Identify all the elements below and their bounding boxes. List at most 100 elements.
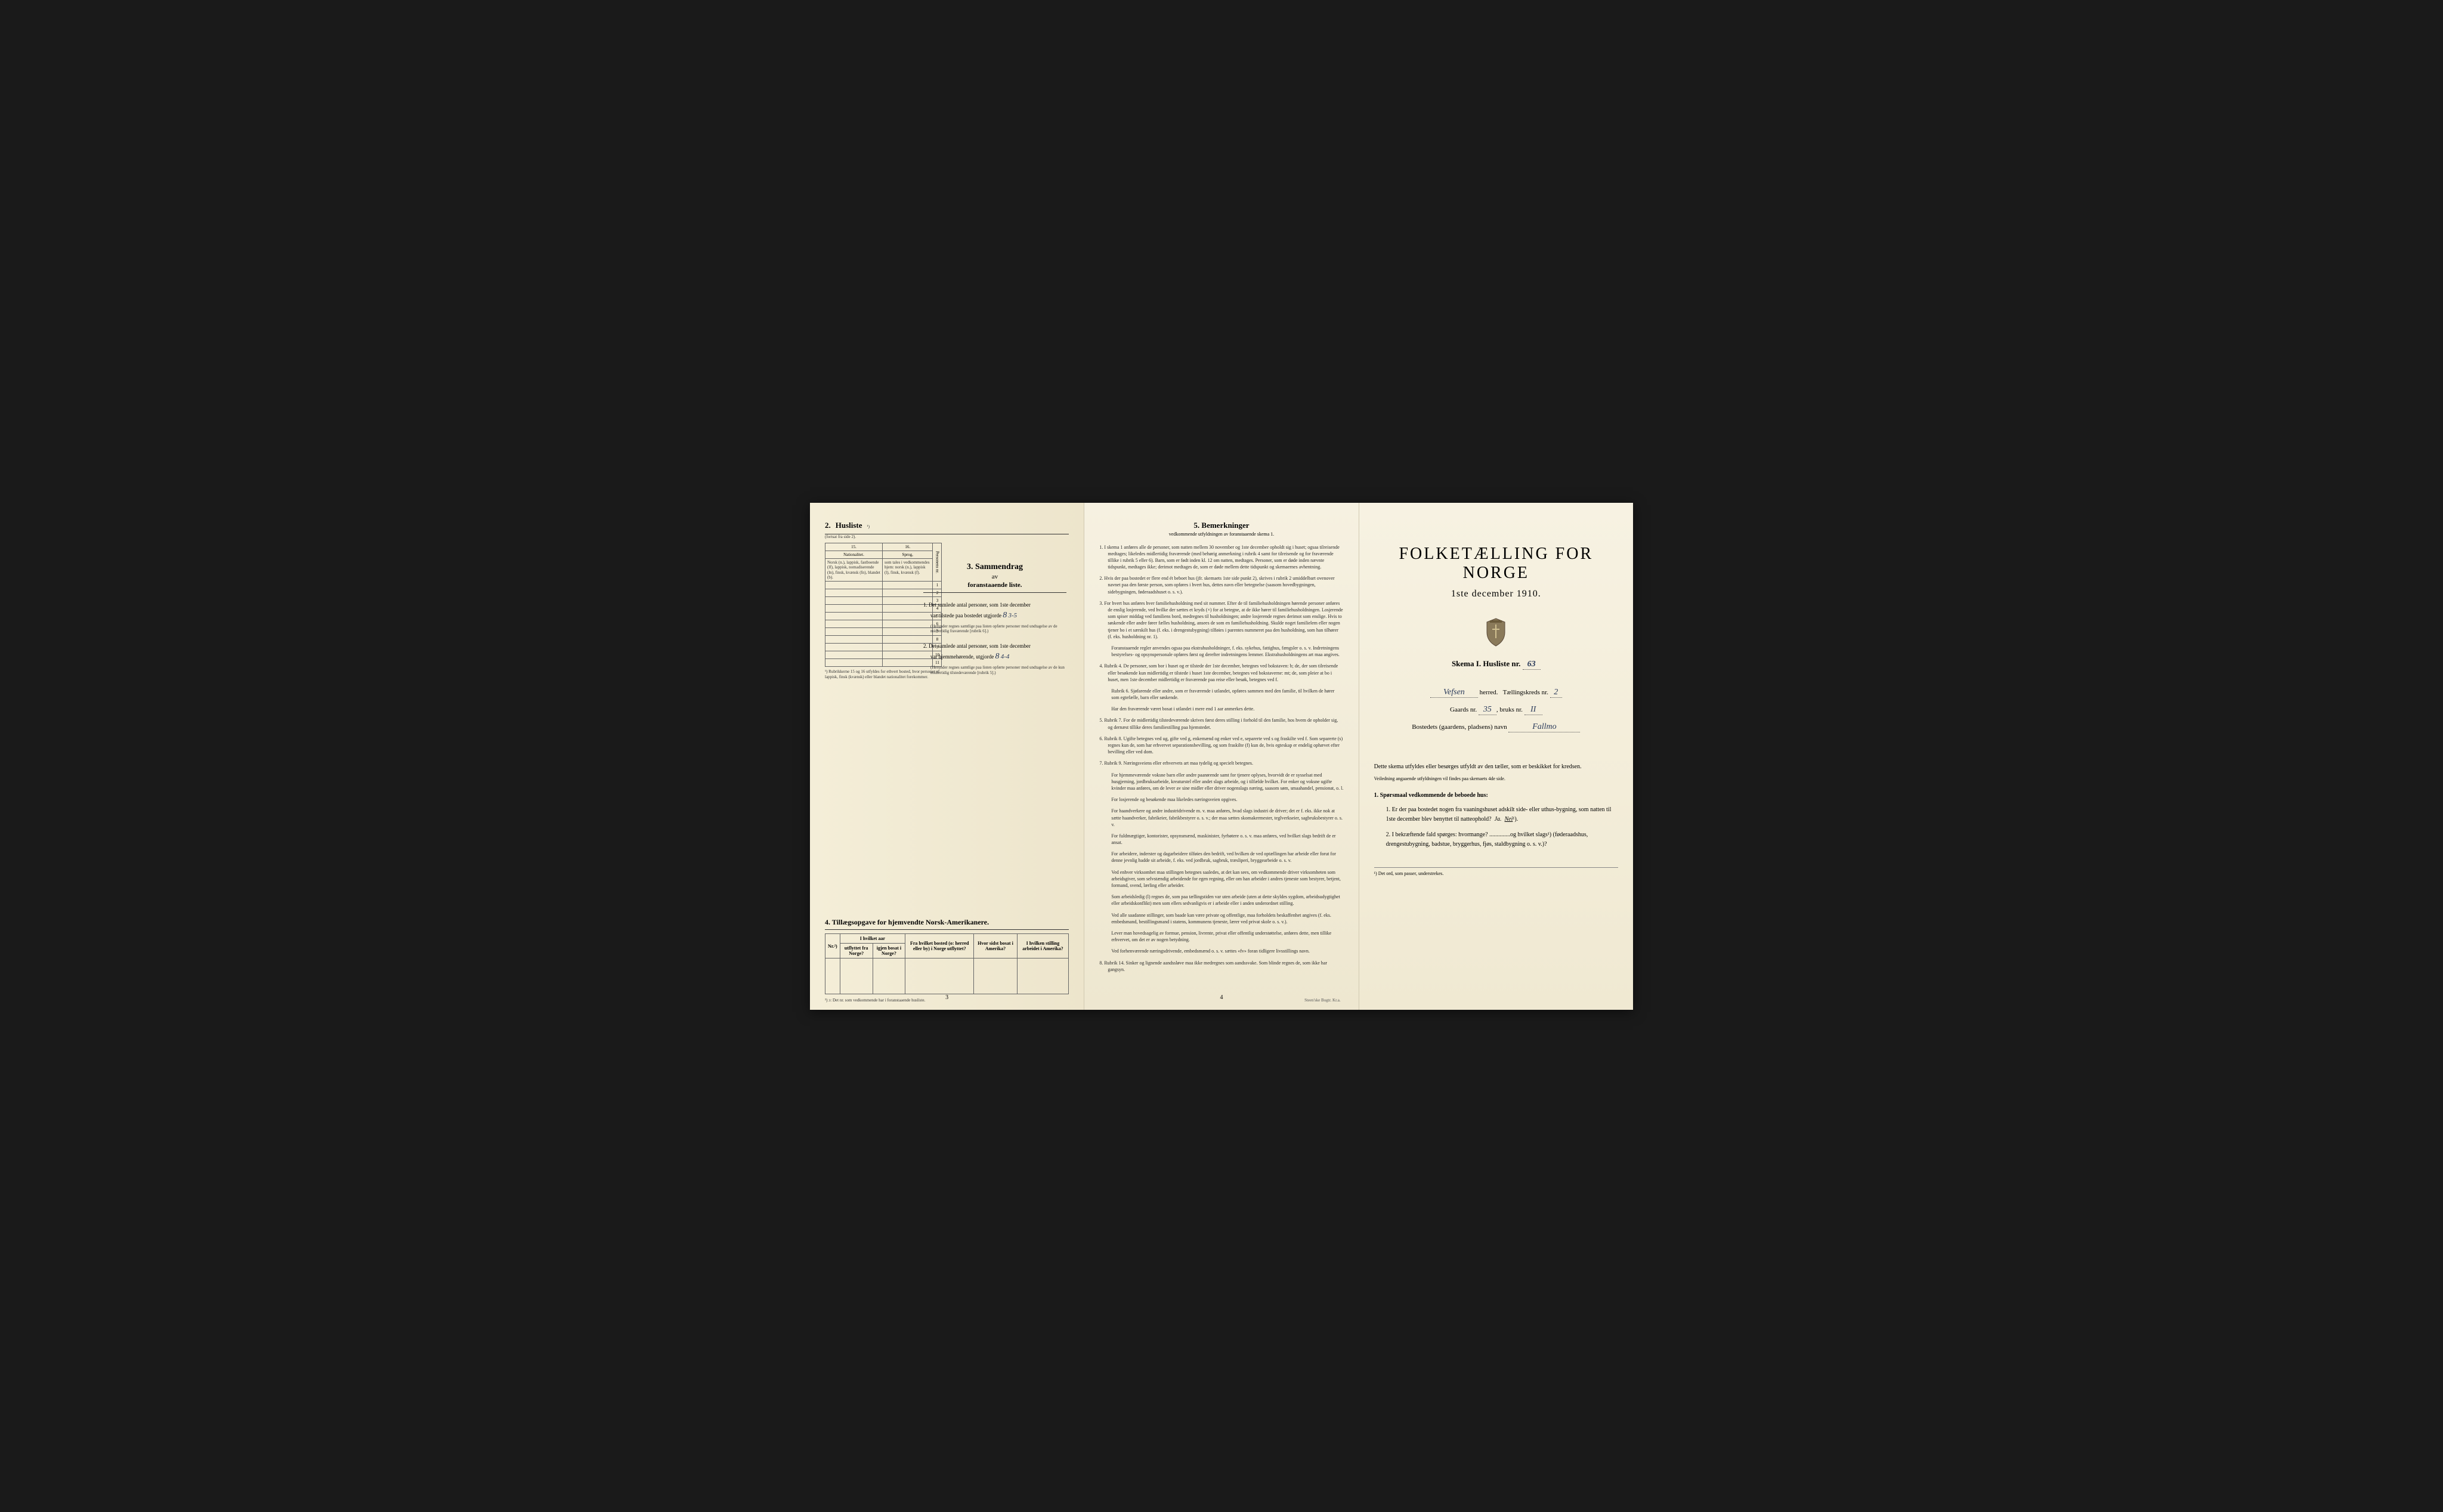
amerikanere-table: Nr.²) I hvilket aar Fra hvilket bosted (… bbox=[825, 933, 1069, 994]
bemerk-item: Rubrik 6. Sjøfarende eller andre, som er… bbox=[1099, 688, 1343, 701]
bemerk-item: Ved enhver virksomhet maa stillingen bet… bbox=[1099, 869, 1343, 889]
col15-num: 15. bbox=[825, 543, 883, 551]
t4-h5: I hvilken stilling arbeidet i Amerika? bbox=[1017, 934, 1069, 958]
page-3: FOLKETÆLLING FOR NORGE 1ste december 191… bbox=[1359, 503, 1633, 1010]
t4-h1: Nr.²) bbox=[825, 934, 840, 958]
bemerk-item: 1. I skema 1 anføres alle de personer, s… bbox=[1099, 544, 1343, 571]
question-list: 1. Er der paa bostedet nogen fra vaaning… bbox=[1374, 805, 1618, 849]
sammendrag-av: av bbox=[923, 573, 1066, 580]
skema-value: 63 bbox=[1523, 660, 1541, 670]
section-4-title: 4. Tillægsopgave for hjemvendte Norsk-Am… bbox=[825, 918, 1069, 930]
main-title: FOLKETÆLLING FOR NORGE bbox=[1374, 545, 1618, 583]
instruction-block: Dette skema utfyldes eller besørges utfy… bbox=[1374, 762, 1618, 879]
bemerk-title-text: Bemerkninger bbox=[1201, 521, 1249, 530]
bemerk-item: Har den fraværende været bosat i utlande… bbox=[1099, 706, 1343, 712]
bemerk-item: Som arbeidsledig (l) regnes de, som paa … bbox=[1099, 893, 1343, 907]
t4-h2a: I hvilket aar bbox=[840, 934, 905, 944]
sammendrag-section: 3. Sammendrag av foranstaaende liste. 1.… bbox=[923, 562, 1066, 676]
bemerk-item: 4. Rubrik 4. De personer, som bor i huse… bbox=[1099, 663, 1343, 683]
item2-num: 2. bbox=[923, 643, 927, 649]
item1-line2: var tilstede paa bostedet utgjorde bbox=[930, 613, 1001, 619]
page3-footnote: ¹) Det ord, som passer, understrekes. bbox=[1374, 867, 1618, 878]
sammendrag-title-text: Sammendrag bbox=[975, 562, 1023, 571]
t4-h2b: utflyttet fra Norge? bbox=[840, 944, 873, 958]
sammendrag-num: 3. bbox=[967, 562, 973, 571]
bosted-value: Fallmo bbox=[1508, 722, 1580, 732]
col16-num: 16. bbox=[882, 543, 933, 551]
cell bbox=[825, 582, 883, 589]
cell bbox=[825, 589, 883, 597]
bemerk-item: For arbeidere, inderster og dagarbeidere… bbox=[1099, 851, 1343, 864]
question-header: 1. Spørsmaal vedkommende de beboede hus: bbox=[1374, 791, 1618, 800]
kreds-label: Tællingskreds nr. bbox=[1503, 689, 1548, 696]
item1-extra: 3-5 bbox=[1008, 612, 1017, 619]
bruks-value: II bbox=[1524, 705, 1542, 715]
q1-sup: ¹). bbox=[1513, 816, 1518, 823]
question-2: 2. I bekræftende fald spørges: hvormange… bbox=[1386, 830, 1618, 849]
bemerk-item: For losjerende og besøkende maa likelede… bbox=[1099, 796, 1343, 803]
cell bbox=[825, 651, 883, 659]
question-1: 1. Er der paa bostedet nogen fra vaaning… bbox=[1386, 805, 1618, 824]
skema-line: Skema I. Husliste nr. 63 bbox=[1374, 659, 1618, 670]
bosted-line: Bostedets (gaardens, pladsens) navn Fall… bbox=[1374, 722, 1618, 732]
item2-value: 8 bbox=[995, 652, 999, 661]
gaards-label: Gaards nr. bbox=[1450, 706, 1477, 713]
printer-mark: Steen'ske Bogtr. Kr.a. bbox=[1304, 998, 1341, 1003]
main-date: 1ste december 1910. bbox=[1374, 589, 1618, 599]
cell bbox=[825, 958, 840, 994]
cell bbox=[825, 628, 883, 636]
gaards-value: 35 bbox=[1479, 705, 1496, 715]
kreds-value: 2 bbox=[1550, 688, 1562, 698]
cell bbox=[825, 644, 883, 651]
bemerk-item: Ved alle saadanne stillinger, som baade … bbox=[1099, 912, 1343, 925]
husliste-superscript: ¹) bbox=[867, 524, 870, 529]
cell bbox=[840, 958, 873, 994]
cell bbox=[825, 636, 883, 644]
bemerk-item: Lever man hovedsagelig av formue, pensio… bbox=[1099, 930, 1343, 943]
item2-extra: 4-4 bbox=[1001, 653, 1010, 660]
cell bbox=[825, 613, 883, 620]
cell bbox=[873, 958, 905, 994]
cell bbox=[905, 958, 974, 994]
item2-note: (Herunder regnes samtlige paa listen opf… bbox=[930, 665, 1066, 675]
herred-block: Vefsen herred. Tællingskreds nr. 2 Gaard… bbox=[1374, 688, 1618, 732]
sammendrag-item-1: 1. Det samlede antal personer, som 1ste … bbox=[923, 601, 1066, 634]
sammendrag-sub: foranstaaende liste. bbox=[923, 582, 1066, 593]
cell bbox=[825, 620, 883, 628]
bemerk-item: 6. Rubrik 8. Ugifte betegnes ved ug, gif… bbox=[1099, 735, 1343, 756]
q1-ja: Ja. bbox=[1495, 816, 1502, 823]
coat-of-arms-icon bbox=[1484, 617, 1508, 647]
bosted-label: Bostedets (gaardens, pladsens) navn bbox=[1412, 723, 1507, 731]
col15-header: Nationalitet. bbox=[825, 551, 883, 558]
t4-h3: Fra hvilket bosted (o: herred eller by) … bbox=[905, 934, 974, 958]
bemerk-item: For haandverkere og andre industridriven… bbox=[1099, 808, 1343, 828]
bemerk-num: 5. bbox=[1193, 521, 1199, 530]
instruction-note: Veiledning angaaende utfyldningen vil fi… bbox=[1374, 775, 1618, 783]
page-1: 2. Husliste ¹) (fortsat fra side 2). 15.… bbox=[810, 503, 1084, 1010]
bemerk-item: 5. Rubrik 7. For de midlertidig tilstede… bbox=[1099, 717, 1343, 730]
skema-label: Skema I. Husliste nr. bbox=[1452, 659, 1520, 668]
gaards-line: Gaards nr. 35, bruks nr. II bbox=[1374, 705, 1618, 715]
cell bbox=[825, 605, 883, 613]
col16-header: Sprog, bbox=[882, 551, 933, 558]
cell bbox=[1017, 958, 1069, 994]
bemerk-subtitle: vedkommende utfyldningen av foranstaaend… bbox=[1099, 531, 1343, 537]
bemerk-item: Ved forhenværende næringsdrivende, embed… bbox=[1099, 948, 1343, 954]
husliste-header: 2. Husliste ¹) bbox=[825, 521, 1069, 534]
item2-text: Det samlede antal personer, som 1ste dec… bbox=[929, 643, 1031, 649]
husliste-note: (fortsat fra side 2). bbox=[825, 534, 1069, 539]
cell bbox=[825, 659, 883, 667]
bemerk-list: 1. I skema 1 anføres alle de personer, s… bbox=[1099, 544, 1343, 973]
bruks-label: bruks nr. bbox=[1499, 706, 1523, 713]
cell bbox=[974, 958, 1017, 994]
husliste-label: Husliste bbox=[836, 521, 862, 530]
item1-num: 1. bbox=[923, 602, 927, 608]
col15-detail: Norsk (n.), lappisk, fastboende (lf), la… bbox=[825, 558, 883, 582]
bemerk-item: 3. For hvert hus anføres hver familiehus… bbox=[1099, 600, 1343, 640]
bemerk-heading: 5. Bemerkninger bbox=[1099, 521, 1343, 530]
cell bbox=[825, 597, 883, 605]
t4-h2c: igjen bosat i Norge? bbox=[873, 944, 905, 958]
t4-h4: Hvor sidst bosat i Amerika? bbox=[974, 934, 1017, 958]
bemerk-item: Foranstaaende regler anvendes ogsaa paa … bbox=[1099, 645, 1343, 658]
bemerk-item: 8. Rubrik 14. Sinker og lignende aandssl… bbox=[1099, 960, 1343, 973]
